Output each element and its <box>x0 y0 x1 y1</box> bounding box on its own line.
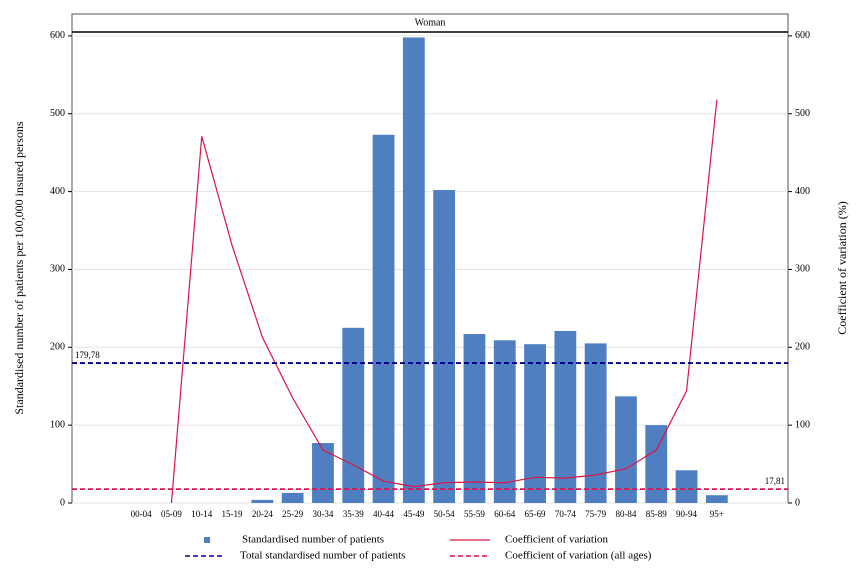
reference-label: 179,78 <box>75 350 100 360</box>
y2-tick-label: 200 <box>795 342 810 353</box>
y2-tick-label: 400 <box>795 186 810 197</box>
legend-label: Standardised number of patients <box>242 534 384 546</box>
bar <box>281 492 304 503</box>
x-tick-label: 80-84 <box>615 509 636 519</box>
bar <box>675 470 698 503</box>
x-tick-label: 35-39 <box>343 509 364 519</box>
bar <box>705 495 728 503</box>
bar <box>615 396 637 503</box>
reference-label: 17,81 <box>765 476 785 486</box>
x-tick-label: 30-34 <box>312 509 333 519</box>
x-tick-label: 65-69 <box>525 509 546 519</box>
bar <box>463 334 486 503</box>
x-tick-label: 95+ <box>710 509 724 519</box>
x-tick-label: 45-49 <box>403 509 424 519</box>
bar <box>645 425 668 503</box>
bar <box>251 499 274 503</box>
x-tick-label: 75-79 <box>585 509 606 519</box>
y2-tick-label: 0 <box>795 497 800 508</box>
x-tick-label: 70-74 <box>555 509 576 519</box>
x-tick-label: 90-94 <box>676 509 697 519</box>
y2-tick-label: 600 <box>795 30 810 41</box>
legend-symbol <box>204 537 210 543</box>
x-tick-label: 20-24 <box>252 509 273 519</box>
x-tick-label: 55-59 <box>464 509 485 519</box>
y2-axis-label: Coefficient of variation (%) <box>835 201 849 334</box>
y-tick-label: 100 <box>50 419 65 430</box>
x-tick-label: 40-44 <box>373 509 394 519</box>
y2-tick-label: 300 <box>795 264 810 275</box>
bar <box>524 344 546 503</box>
legend-label: Coefficient of variation (all ages) <box>505 550 652 562</box>
bar <box>372 134 395 503</box>
x-tick-label: 50-54 <box>434 509 455 519</box>
y-tick-label: 300 <box>50 264 65 275</box>
x-tick-label: 00-04 <box>131 509 152 519</box>
bar <box>493 340 516 503</box>
bar <box>554 330 577 503</box>
x-tick-label: 15-19 <box>222 509 243 519</box>
x-tick-label: 60-64 <box>494 509 515 519</box>
y2-tick-label: 100 <box>795 419 810 430</box>
panel-title: Woman <box>415 17 446 28</box>
y-tick-label: 200 <box>50 342 65 353</box>
legend-label: Coefficient of variation <box>505 534 609 546</box>
y-tick-label: 600 <box>50 30 65 41</box>
y-tick-label: 400 <box>50 186 65 197</box>
bar <box>312 443 334 503</box>
line <box>170 99 718 504</box>
y-tick-label: 0 <box>60 497 65 508</box>
y-axis-label: Standardised number of patients per 100,… <box>12 121 26 415</box>
legend-label: Total standardised number of patients <box>240 550 405 562</box>
x-tick-label: 10-14 <box>191 509 212 519</box>
bar <box>402 37 425 503</box>
y-tick-label: 500 <box>50 108 65 119</box>
bar <box>342 327 365 503</box>
y2-tick-label: 500 <box>795 108 810 119</box>
bar <box>433 190 456 503</box>
plot-frame <box>71 13 789 504</box>
x-tick-label: 25-29 <box>282 509 303 519</box>
bar <box>584 343 607 503</box>
x-tick-label: 85-89 <box>646 509 667 519</box>
x-tick-label: 05-09 <box>161 509 182 519</box>
